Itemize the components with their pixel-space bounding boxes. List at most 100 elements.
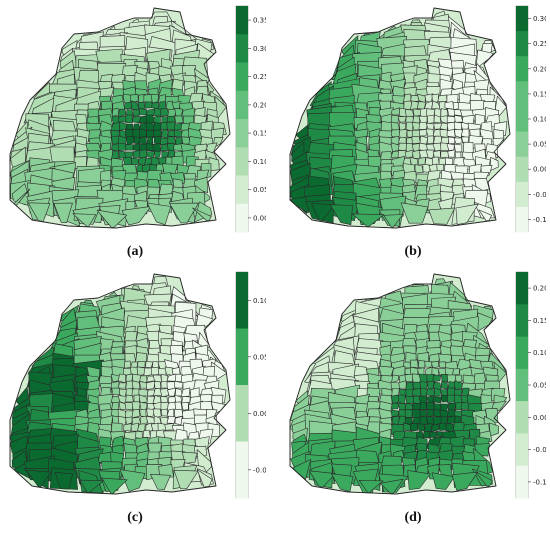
colorbar-c: 0.10 0.05 0.00 -0.05 bbox=[236, 272, 266, 499]
district-cell bbox=[142, 429, 151, 438]
district-cell bbox=[427, 135, 434, 144]
district-cell bbox=[397, 116, 407, 123]
district-cell bbox=[137, 361, 146, 368]
district-cell bbox=[174, 115, 184, 123]
district-cell bbox=[130, 157, 139, 166]
caption-c: (c) bbox=[127, 510, 143, 525]
district-cell bbox=[145, 150, 156, 158]
district-cell bbox=[139, 408, 147, 417]
district-cell bbox=[166, 415, 176, 424]
colorbar-swatch bbox=[516, 272, 528, 305]
colorbar-swatch bbox=[516, 156, 528, 183]
district-cell bbox=[161, 128, 169, 139]
district-cell bbox=[398, 129, 408, 139]
district-cell bbox=[125, 416, 133, 425]
district-cell bbox=[383, 214, 404, 228]
district-cell bbox=[144, 101, 153, 109]
district-cell bbox=[447, 149, 456, 158]
colorbar-tick-label: 0.05 bbox=[533, 141, 546, 149]
district-cell bbox=[101, 477, 128, 494]
district-cell bbox=[404, 373, 414, 382]
district-cell bbox=[111, 107, 119, 117]
district-cell bbox=[166, 115, 176, 123]
district-cell bbox=[138, 149, 148, 159]
district-cell bbox=[428, 431, 437, 439]
colorbar-tick-label: 0.00 bbox=[253, 214, 266, 222]
district-cell bbox=[411, 136, 421, 144]
district-cell bbox=[311, 203, 335, 222]
colorbar-swatch bbox=[236, 203, 248, 233]
district-cell bbox=[54, 471, 74, 490]
district-cell bbox=[454, 374, 463, 383]
district-cell bbox=[453, 143, 463, 153]
district-cell bbox=[460, 401, 470, 410]
district-cell bbox=[154, 381, 162, 389]
colorbar-swatch bbox=[236, 441, 248, 499]
district-cell bbox=[419, 402, 428, 411]
district-cell bbox=[427, 380, 435, 390]
district-cell bbox=[405, 395, 415, 404]
caption-d: (d) bbox=[404, 510, 422, 525]
district-cell bbox=[444, 101, 454, 110]
district-cell bbox=[454, 115, 464, 123]
district-cell bbox=[126, 135, 134, 146]
region-border bbox=[289, 7, 511, 229]
district-cell bbox=[167, 136, 177, 145]
district-cell bbox=[132, 143, 141, 152]
district-cell bbox=[145, 380, 156, 390]
district-cell bbox=[173, 469, 199, 490]
colorbar-swatch bbox=[516, 181, 528, 208]
district-cell bbox=[417, 157, 426, 165]
district-cell bbox=[380, 478, 404, 494]
district-cell bbox=[122, 93, 132, 104]
colorbar-tick-label: 0.30 bbox=[533, 15, 546, 23]
district-cell bbox=[390, 114, 400, 124]
district-cell bbox=[139, 402, 148, 410]
district-cell bbox=[410, 359, 419, 368]
colorbar-swatch bbox=[516, 433, 528, 467]
district-cell bbox=[453, 137, 463, 144]
panel-c: 0.10 0.05 0.00 -0.05 bbox=[4, 270, 266, 502]
district-cell bbox=[455, 203, 479, 225]
colorbar-swatch bbox=[236, 175, 248, 205]
colorbar-swatch bbox=[236, 6, 248, 35]
colorbar-tick-label: 0.00 bbox=[533, 166, 546, 174]
colorbar-a: 0.35 0.30 0.25 0.20 0.15 0.10 0.05 0.00 bbox=[236, 6, 266, 233]
district-cell bbox=[146, 136, 154, 146]
colorbar-swatch bbox=[236, 62, 248, 92]
panel-c-map-svg: 0.10 0.05 0.00 -0.05 bbox=[9, 271, 266, 499]
colorbar-swatch bbox=[236, 147, 248, 177]
panel-a-map-svg: 0.35 0.30 0.25 0.20 0.15 0.10 0.05 0.00 bbox=[9, 5, 266, 233]
district-cell bbox=[419, 129, 428, 137]
district-cell bbox=[119, 469, 146, 492]
district-cell bbox=[431, 472, 455, 490]
panel-a: 0.35 0.30 0.25 0.20 0.15 0.10 0.05 0.00 bbox=[4, 4, 266, 236]
map-a bbox=[9, 7, 231, 229]
colorbar-tick-label: 0.10 bbox=[533, 349, 546, 357]
colorbar-swatch bbox=[516, 401, 528, 434]
district-cell bbox=[391, 374, 400, 383]
colorbar-swatch bbox=[236, 119, 248, 148]
colorbar-tick-label: 0.15 bbox=[533, 90, 546, 98]
district-cell bbox=[150, 94, 159, 104]
district-cell bbox=[439, 361, 447, 369]
district-cell bbox=[174, 380, 184, 389]
district-cell bbox=[431, 93, 439, 103]
district-cell bbox=[432, 408, 441, 417]
district-cell bbox=[440, 381, 449, 390]
district-cell bbox=[426, 408, 435, 417]
colorbar-tick-label: 0.00 bbox=[533, 414, 546, 422]
district-cell bbox=[125, 114, 133, 124]
panel-b: 0.30 0.25 0.20 0.15 0.10 0.05 0.00 -0.05 -0.10 bbox=[284, 4, 546, 236]
district-cell bbox=[160, 396, 168, 403]
colorbar-tick-label: 0.20 bbox=[533, 65, 546, 73]
district-cell bbox=[123, 423, 132, 432]
district-cell bbox=[405, 388, 414, 397]
colorbar-d: 0.20 0.15 0.10 0.05 0.00 -0.05 -0.10 bbox=[516, 272, 546, 499]
district-cell bbox=[445, 422, 454, 433]
district-cell bbox=[431, 361, 440, 369]
colorbar-tick-label: 0.20 bbox=[253, 101, 266, 109]
district-cell bbox=[399, 122, 406, 132]
district-cell bbox=[181, 136, 191, 145]
district-cell bbox=[152, 142, 161, 153]
